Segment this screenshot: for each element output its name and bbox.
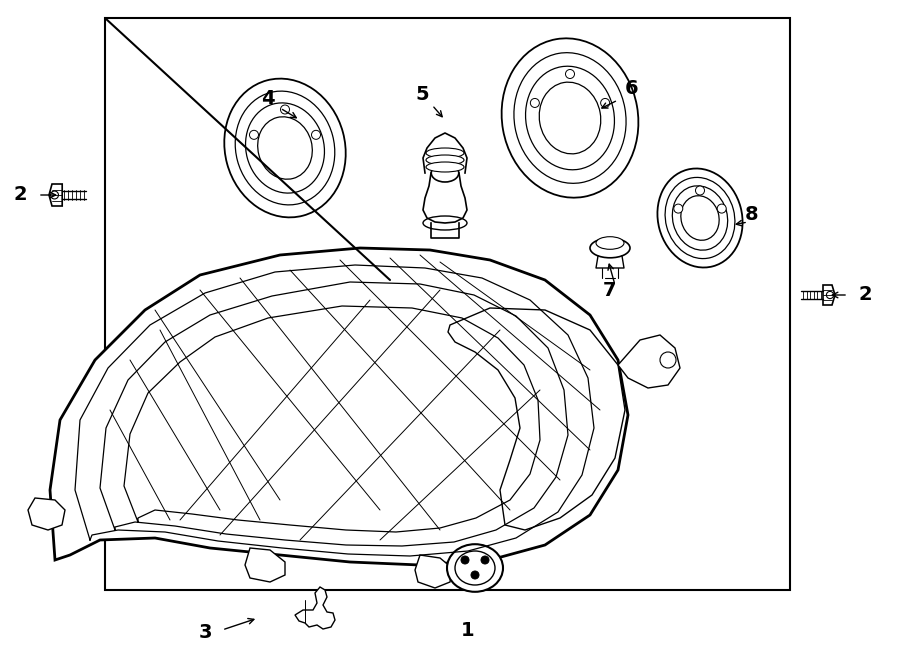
Ellipse shape	[224, 79, 346, 217]
Ellipse shape	[246, 103, 325, 193]
Circle shape	[660, 352, 676, 368]
Ellipse shape	[514, 53, 626, 183]
Ellipse shape	[257, 117, 312, 179]
Circle shape	[281, 105, 290, 114]
Polygon shape	[618, 335, 680, 388]
Circle shape	[826, 291, 833, 299]
Text: 4: 4	[261, 89, 274, 107]
Circle shape	[249, 130, 258, 139]
Ellipse shape	[423, 216, 467, 230]
Circle shape	[696, 186, 705, 195]
Circle shape	[530, 99, 539, 107]
Bar	[105, 18, 790, 590]
Polygon shape	[823, 285, 835, 305]
Text: 5: 5	[415, 85, 428, 105]
Circle shape	[717, 204, 726, 213]
Text: 6: 6	[626, 79, 639, 97]
Polygon shape	[49, 184, 62, 206]
Text: 2: 2	[859, 285, 872, 305]
Ellipse shape	[672, 186, 728, 250]
Ellipse shape	[431, 164, 459, 182]
Polygon shape	[28, 498, 65, 530]
Ellipse shape	[539, 82, 601, 154]
Polygon shape	[448, 308, 625, 530]
Polygon shape	[415, 555, 452, 588]
Ellipse shape	[455, 551, 495, 585]
Circle shape	[311, 130, 320, 139]
Ellipse shape	[665, 177, 735, 259]
Circle shape	[461, 556, 469, 564]
Circle shape	[471, 571, 479, 579]
Ellipse shape	[426, 155, 464, 165]
Ellipse shape	[526, 66, 615, 169]
Text: 7: 7	[603, 281, 616, 299]
Ellipse shape	[447, 544, 503, 592]
Text: 8: 8	[745, 205, 759, 224]
Polygon shape	[245, 548, 285, 582]
Ellipse shape	[426, 162, 464, 172]
Circle shape	[481, 556, 489, 564]
Circle shape	[674, 204, 683, 213]
Polygon shape	[50, 248, 628, 565]
Circle shape	[565, 70, 574, 79]
Circle shape	[50, 191, 58, 199]
Text: 3: 3	[198, 622, 212, 641]
Text: 1: 1	[461, 620, 475, 639]
Ellipse shape	[426, 148, 464, 158]
Text: 2: 2	[14, 185, 27, 205]
Ellipse shape	[680, 196, 719, 240]
Ellipse shape	[235, 91, 335, 205]
Polygon shape	[295, 587, 335, 629]
Ellipse shape	[596, 237, 624, 250]
Circle shape	[600, 99, 609, 107]
Ellipse shape	[501, 38, 638, 198]
Ellipse shape	[590, 238, 630, 258]
Ellipse shape	[657, 169, 742, 267]
